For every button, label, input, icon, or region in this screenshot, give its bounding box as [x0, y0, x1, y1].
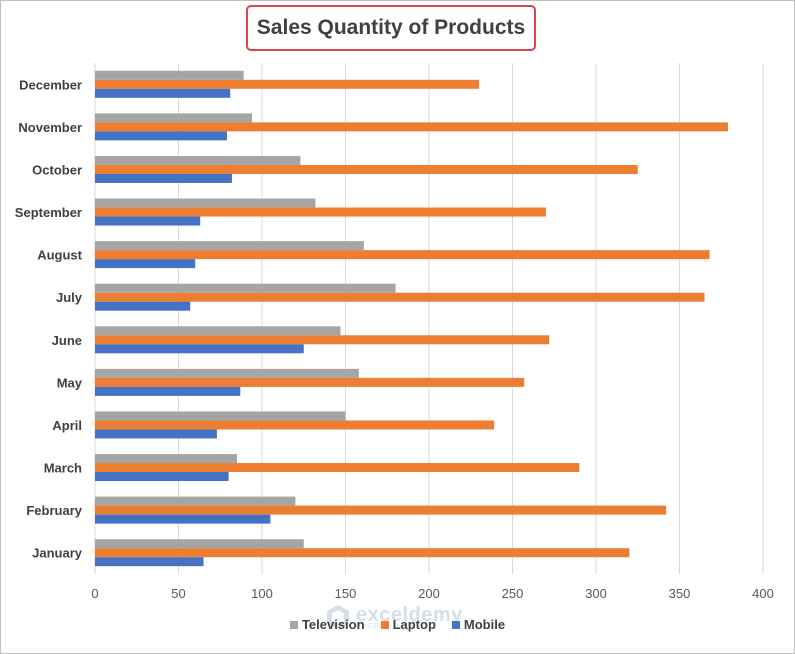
y-category-label: October — [32, 162, 82, 177]
chart-legend: Television Laptop Mobile — [0, 617, 795, 632]
bar-laptop-february — [95, 505, 667, 515]
bar-television-october — [95, 155, 301, 165]
bar-television-december — [95, 70, 244, 80]
x-tick-label: 50 — [171, 586, 185, 601]
legend-swatch-laptop — [380, 620, 389, 629]
bar-mobile-december — [95, 88, 231, 98]
bar-laptop-december — [95, 79, 480, 89]
bar-mobile-january — [95, 557, 204, 567]
x-tick-label: 200 — [418, 586, 440, 601]
bar-television-june — [95, 326, 341, 336]
bar-television-september — [95, 198, 316, 208]
legend-label-laptop: Laptop — [392, 617, 436, 632]
y-category-label: September — [15, 205, 82, 220]
legend-item-laptop: Laptop — [380, 617, 436, 632]
bar-laptop-january — [95, 548, 630, 558]
bar-laptop-november — [95, 122, 728, 132]
bar-laptop-april — [95, 420, 495, 430]
bar-laptop-july — [95, 292, 705, 302]
bar-mobile-june — [95, 344, 304, 354]
bar-television-march — [95, 454, 237, 464]
bar-laptop-march — [95, 463, 580, 473]
x-tick-label: 150 — [335, 586, 357, 601]
y-category-label: June — [52, 333, 82, 348]
bar-laptop-june — [95, 335, 550, 345]
chart-title-box: Sales Quantity of Products — [246, 5, 536, 51]
x-tick-label: 300 — [585, 586, 607, 601]
bar-television-july — [95, 283, 396, 293]
legend-label-television: Television — [301, 617, 365, 632]
bar-mobile-march — [95, 472, 229, 482]
bar-television-april — [95, 411, 346, 421]
bar-laptop-october — [95, 164, 638, 174]
bar-television-february — [95, 496, 296, 506]
bar-mobile-july — [95, 301, 191, 311]
bar-television-august — [95, 241, 364, 251]
bar-mobile-august — [95, 259, 196, 269]
bar-mobile-september — [95, 216, 201, 226]
y-category-label: February — [26, 503, 82, 518]
bar-mobile-november — [95, 131, 227, 141]
bar-mobile-may — [95, 386, 241, 396]
legend-swatch-mobile — [451, 620, 460, 629]
y-category-label: May — [57, 375, 83, 390]
y-category-label: March — [44, 461, 82, 476]
y-category-label: November — [18, 120, 82, 135]
bar-laptop-may — [95, 377, 525, 387]
legend-label-mobile: Mobile — [463, 617, 506, 632]
legend-item-mobile: Mobile — [451, 617, 506, 632]
y-category-label: August — [37, 248, 82, 263]
chart-title: Sales Quantity of Products — [256, 16, 526, 39]
x-tick-label: 100 — [251, 586, 273, 601]
y-category-label: July — [56, 290, 83, 305]
x-tick-label: 250 — [502, 586, 524, 601]
bar-mobile-february — [95, 514, 271, 524]
bar-laptop-september — [95, 207, 546, 217]
y-category-label: December — [19, 77, 82, 92]
bar-television-may — [95, 368, 359, 378]
legend-swatch-television — [289, 620, 298, 629]
bar-television-november — [95, 113, 252, 123]
bar-mobile-october — [95, 173, 232, 183]
bar-laptop-august — [95, 250, 710, 260]
y-category-label: January — [32, 546, 83, 561]
x-tick-label: 400 — [752, 586, 774, 601]
x-tick-label: 0 — [91, 586, 98, 601]
y-category-label: April — [52, 418, 82, 433]
legend-item-television: Television — [289, 617, 365, 632]
x-tick-label: 350 — [669, 586, 691, 601]
bar-mobile-april — [95, 429, 217, 439]
bar-television-january — [95, 539, 304, 549]
